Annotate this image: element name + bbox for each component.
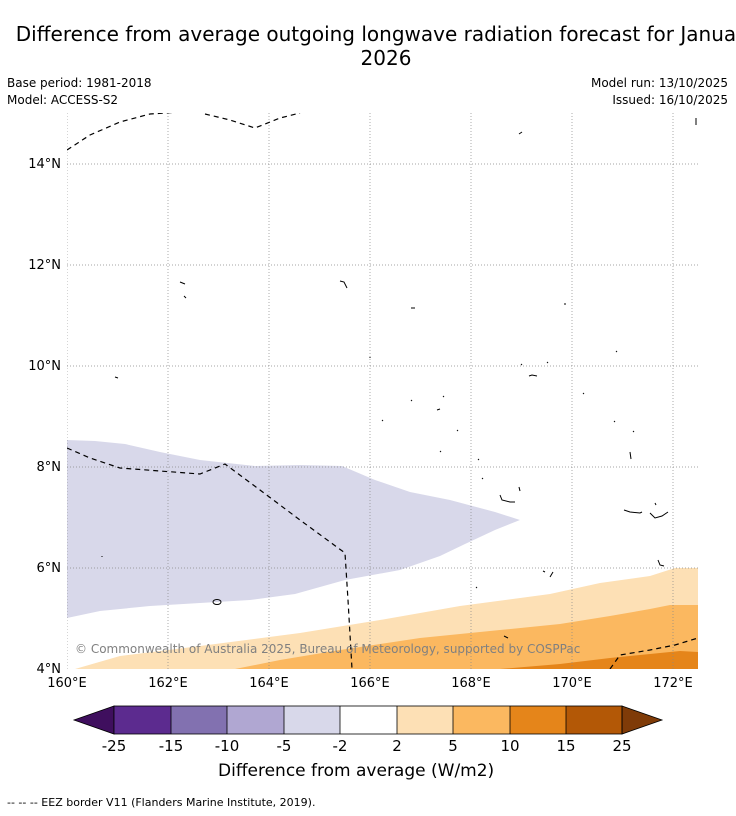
lon-tick: 170°E <box>552 676 592 691</box>
colorbar-tick: 10 <box>500 737 519 755</box>
colorbar-swatch <box>227 706 284 734</box>
eez-borders <box>67 113 698 669</box>
colorbar-tick: 15 <box>556 737 575 755</box>
colorbar-tick: 25 <box>612 737 631 755</box>
islands <box>101 118 697 639</box>
colorbar-swatch <box>566 706 622 734</box>
issued-date: Issued: 16/10/2025 <box>612 93 728 107</box>
colorbar-tick: -10 <box>215 737 240 755</box>
colorbar: -25 -15 -10 -5 -2 2 5 10 15 25 <box>72 705 664 755</box>
base-period: Base period: 1981-2018 <box>7 76 152 90</box>
colorbar-swatch <box>397 706 453 734</box>
region-pos10-pos15 <box>500 651 698 669</box>
colorbar-tick: 2 <box>392 737 402 755</box>
colorbar-ticks: -25 -15 -10 -5 -2 2 5 10 15 25 <box>102 737 632 755</box>
colorbar-swatch <box>171 706 227 734</box>
region-pos5-pos10 <box>235 605 698 669</box>
colorbar-tick: -5 <box>277 737 292 755</box>
colorbar-swatch <box>284 706 340 734</box>
meta-right: Model run: 13/10/2025 Issued: 16/10/2025 <box>591 75 728 109</box>
gridlines <box>67 113 698 669</box>
colorbar-swatch <box>340 706 397 734</box>
lat-tick-labels: 4°N 6°N 8°N 10°N 12°N 14°N <box>28 157 61 677</box>
colorbar-extend-high <box>621 705 664 735</box>
lon-tick: 164°E <box>249 676 289 691</box>
colorbar-extend-low <box>72 705 115 735</box>
colorbar-tick: 5 <box>448 737 458 755</box>
colorbar-swatch <box>453 706 510 734</box>
lon-tick: 160°E <box>47 676 87 691</box>
colorbar-swatch <box>114 706 171 734</box>
lat-tick: 14°N <box>28 157 61 172</box>
footer-legend: -- -- -- EEZ border V11 (Flanders Marine… <box>7 796 316 809</box>
chart-title: Difference from average outgoing longwav… <box>15 22 736 70</box>
map-area: © Commonwealth of Australia 2025, Bureau… <box>67 113 698 669</box>
lon-tick: 162°E <box>148 676 188 691</box>
colorbar-tick: -2 <box>333 737 348 755</box>
colorbar-swatch <box>510 706 566 734</box>
colorbar-tick: -25 <box>102 737 127 755</box>
model-run: Model run: 13/10/2025 <box>590 76 728 90</box>
model-name: Model: ACCESS-S2 <box>7 93 119 107</box>
region-neg2-neg5 <box>67 440 520 618</box>
colorbar-label: Difference from average (W/m2) <box>218 761 495 781</box>
lon-tick: 168°E <box>451 676 491 691</box>
lat-tick: 10°N <box>28 359 61 374</box>
meta-left: Base period: 1981-2018 Model: ACCESS-S2 <box>7 75 152 109</box>
lat-tick: 12°N <box>28 258 61 273</box>
lon-tick: 172°E <box>653 676 693 691</box>
lat-tick: 4°N <box>37 662 62 677</box>
copyright-text: © Commonwealth of Australia 2025, Bureau… <box>75 642 580 656</box>
colorbar-tick: -15 <box>159 737 184 755</box>
island-outline <box>212 599 222 605</box>
lat-tick: 6°N <box>37 561 62 576</box>
lon-tick-labels: 160°E 162°E 164°E 166°E 168°E 170°E 172°… <box>47 676 693 691</box>
lat-tick: 8°N <box>37 460 62 475</box>
lon-tick: 166°E <box>350 676 390 691</box>
